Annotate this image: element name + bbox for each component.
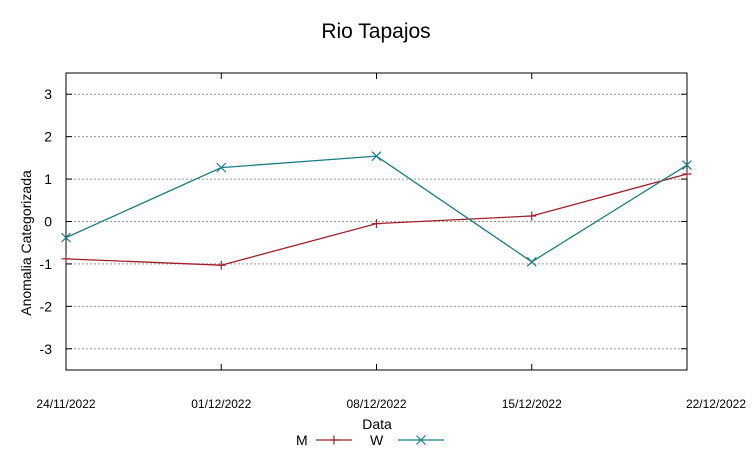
y-axis-ticks: 3 2 1 0 -1 -2 -3 (40, 86, 687, 357)
x-tick-label: 22/12/2022 (686, 397, 746, 411)
data-point-W (61, 232, 71, 243)
data-point-M (527, 211, 537, 221)
data-point-W (682, 160, 692, 170)
x-tick-label: 15/12/2022 (502, 397, 562, 411)
y-axis-label: Anomalia Categorizada (18, 170, 34, 316)
series-group (61, 151, 692, 270)
y-tick-label: -1 (40, 256, 53, 272)
legend-label-M: M (296, 432, 308, 448)
legend-label-W: W (370, 432, 384, 448)
data-point-M (682, 169, 692, 179)
data-point-W (526, 256, 537, 267)
data-point-W (371, 151, 382, 162)
x-tick-label: 01/12/2022 (191, 397, 251, 411)
x-tick-label: 24/11/2022 (36, 397, 95, 411)
legend-marker-M (329, 435, 339, 445)
gridlines (66, 93, 687, 350)
x-tick-label: 08/12/2022 (346, 397, 406, 411)
y-tick-label: 0 (44, 214, 52, 230)
y-tick-label: 1 (44, 171, 52, 187)
x-axis-ticks: 24/11/2022 01/12/2022 08/12/2022 15/12/2022… (36, 73, 746, 411)
chart-title: Rio Tapajos (321, 20, 430, 43)
data-point-W (216, 162, 227, 173)
y-tick-label: 2 (44, 129, 52, 145)
x-axis-label: Data (362, 416, 392, 432)
data-point-M (61, 254, 71, 264)
series-line-W (65, 155, 688, 263)
legend-marker-W (416, 435, 426, 445)
y-tick-label: -3 (40, 341, 53, 357)
y-tick-label: -2 (40, 298, 53, 314)
data-point-M (372, 219, 381, 229)
y-tick-label: 3 (44, 86, 52, 102)
data-point-M (216, 260, 226, 270)
